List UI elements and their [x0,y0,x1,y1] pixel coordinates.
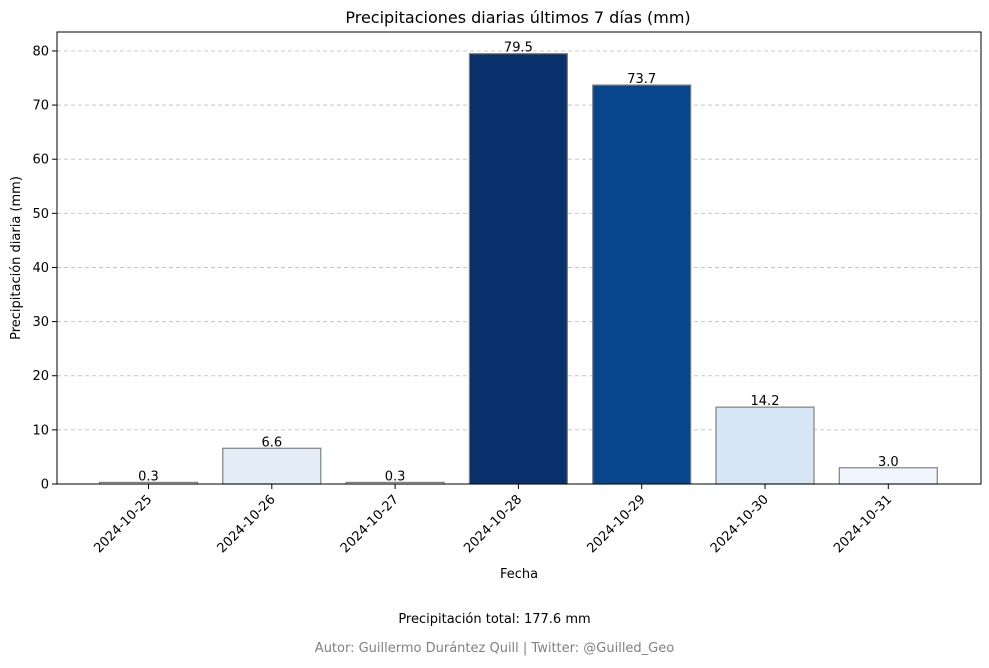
bar-value-label: 79.5 [504,41,533,56]
y-tick-label: 10 [32,423,49,438]
bar-value-labels: 0.3 6.6 0.3 79.5 73.7 14.2 3.0 [138,41,898,485]
bar-value-label: 0.3 [385,469,406,484]
y-tick-label: 80 [32,44,49,59]
x-tick-label: 2024-10-29 [584,492,648,556]
bar [592,84,692,485]
bar-value-label: 0.3 [138,469,159,484]
y-axis-ticks: 0 10 20 30 40 50 60 70 80 [32,44,57,493]
bar-value-label: 3.0 [878,455,899,470]
x-tick-label: 2024-10-26 [215,492,279,556]
x-tick-label: 2024-10-30 [708,492,772,556]
y-axis-label: Precipitación diaria (mm) [9,176,24,340]
author-credit: Autor: Guillermo Durántez Quill | Twitte… [314,641,675,656]
y-tick-label: 30 [32,315,49,330]
bar [715,406,815,485]
x-tick-label: 2024-10-28 [461,492,525,556]
bar-value-label: 73.7 [627,72,656,87]
x-tick-label: 2024-10-31 [831,492,895,556]
x-tick-label: 2024-10-27 [338,492,402,556]
bar-value-label: 6.6 [261,435,282,450]
y-tick-label: 70 [32,99,49,114]
y-tick-label: 60 [32,153,49,168]
x-axis-ticks: 2024-10-25 2024-10-26 2024-10-27 2024-10-28… [91,484,895,556]
chart-title: Precipitaciones diarias últimos 7 días (… [345,8,690,27]
bar [222,447,322,485]
bar-value-label: 14.2 [751,394,780,409]
bar [838,467,938,485]
total-precipitation-label: Precipitación total: 177.6 mm [398,612,591,627]
plot-area-frame [56,31,982,485]
bar [468,53,568,485]
y-tick-label: 50 [32,207,49,222]
x-tick-label: 2024-10-25 [91,492,155,556]
y-tick-label: 20 [32,369,49,384]
y-tick-label: 0 [41,478,49,493]
x-axis-label: Fecha [500,567,538,582]
bars [98,53,938,485]
y-tick-label: 40 [32,261,49,276]
